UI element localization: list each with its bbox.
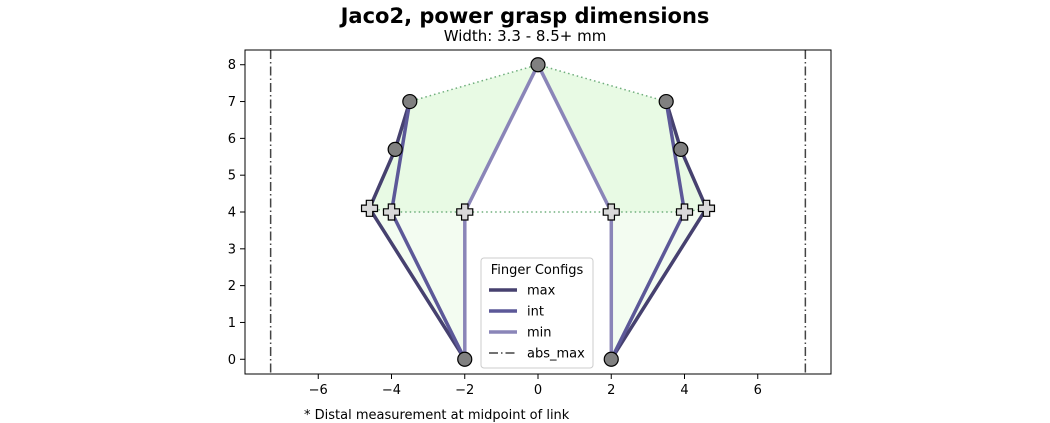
y-tick-label: 0: [228, 353, 236, 368]
x-tick-label: 6: [754, 383, 762, 398]
midpoint-marker: [602, 203, 620, 221]
footnote: * Distal measurement at midpoint of link: [304, 408, 570, 423]
joint-marker: [603, 351, 619, 367]
series-max-right: [609, 100, 709, 361]
x-tick-label: −6: [309, 383, 328, 398]
midpoint-marker: [382, 203, 401, 221]
series-max-left: [367, 100, 467, 361]
joint-marker: [658, 93, 674, 110]
y-tick-label: 3: [228, 242, 236, 257]
legend-label-max: max: [527, 284, 556, 299]
midpoint-marker: [456, 203, 474, 221]
x-tick-label: 2: [607, 383, 615, 398]
legend-label-abs_max: abs_max: [527, 347, 585, 362]
chart-title: Jaco2, power grasp dimensions: [340, 4, 710, 28]
plot-area: −6 −4 −2 0 2 4 6 0 1 2 3 4 5 6 7 8 Finger Configs max int m…: [228, 49, 832, 398]
midpoint-marker: [360, 199, 379, 217]
y-tick-label: 4: [228, 206, 236, 221]
midpoint-marker: [675, 203, 694, 221]
y-tick-label: 5: [228, 169, 236, 184]
x-tick-label: −4: [382, 383, 401, 398]
joint-marker: [673, 141, 689, 158]
y-tick-label: 6: [228, 132, 236, 147]
y-tick-label: 8: [228, 58, 236, 73]
joint-marker: [402, 93, 418, 110]
legend-label-min: min: [527, 326, 552, 341]
legend-label-int: int: [527, 305, 544, 320]
midpoint-marker: [697, 199, 716, 217]
y-tick-label: 2: [228, 279, 236, 294]
y-tick-label: 7: [228, 95, 236, 110]
x-tick-label: 0: [534, 383, 542, 398]
legend-box: [480, 257, 594, 369]
legend-title: Finger Configs: [491, 263, 584, 278]
joint-marker: [457, 351, 473, 367]
joint-marker: [387, 141, 403, 158]
y-tick-label: 1: [228, 316, 236, 331]
x-tick-label: −2: [455, 383, 474, 398]
x-tick-label: 4: [680, 383, 688, 398]
joint-marker: [530, 57, 546, 73]
chart-subtitle: Width: 3.3 - 8.5+ mm: [443, 27, 607, 45]
